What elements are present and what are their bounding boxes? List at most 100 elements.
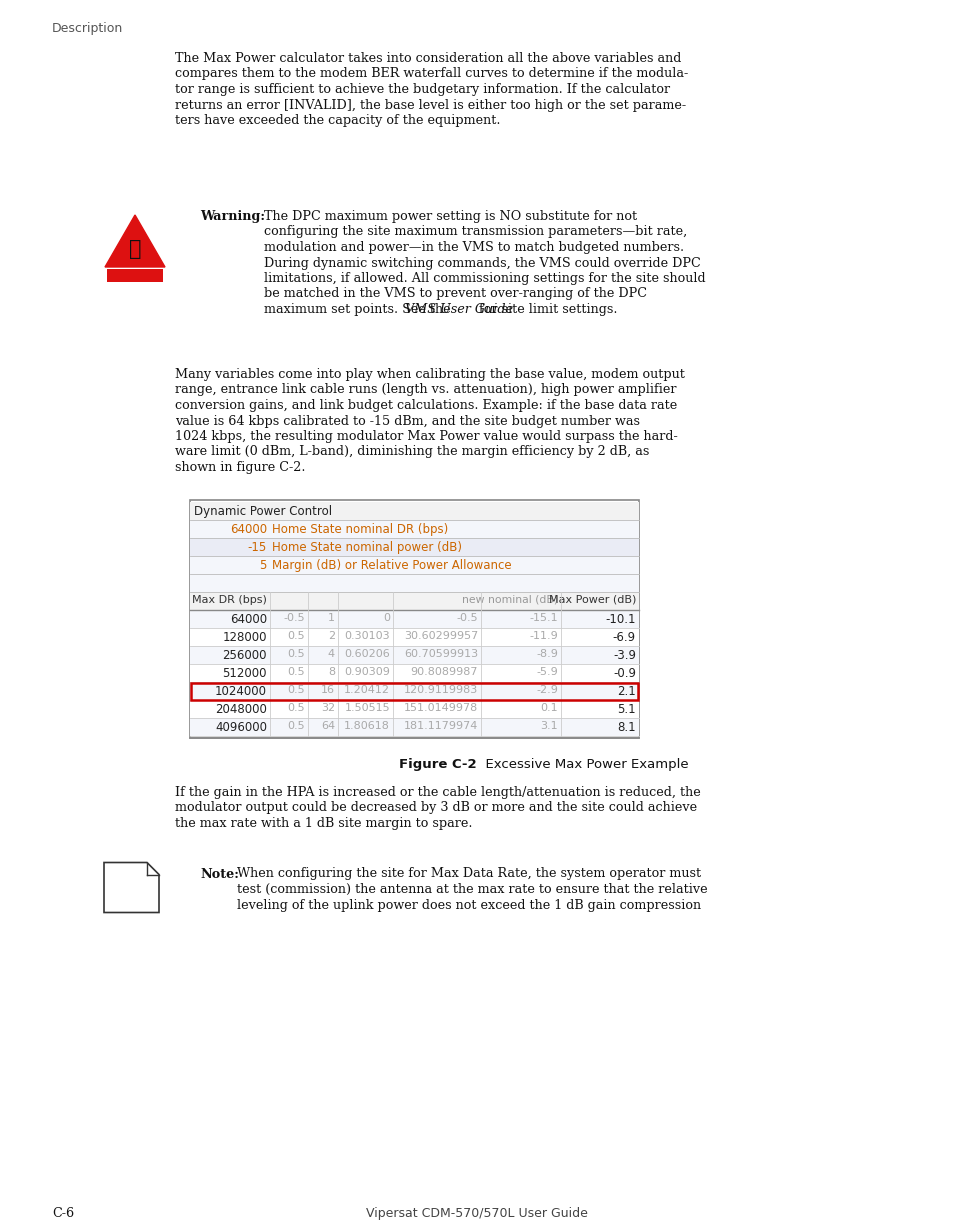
Text: -6.9: -6.9 bbox=[612, 631, 636, 644]
Bar bbox=[190, 537, 639, 556]
Text: 1024 kbps, the resulting modulator Max Power value would surpass the hard-: 1024 kbps, the resulting modulator Max P… bbox=[174, 429, 677, 443]
Text: 0.90309: 0.90309 bbox=[344, 667, 390, 677]
Bar bbox=[107, 269, 163, 282]
Text: -5.9: -5.9 bbox=[536, 667, 558, 677]
Text: 256000: 256000 bbox=[222, 649, 267, 663]
Text: If the gain in the HPA is increased or the cable length/attenuation is reduced, : If the gain in the HPA is increased or t… bbox=[174, 787, 700, 799]
Text: 8: 8 bbox=[328, 667, 335, 677]
Text: WARNING: WARNING bbox=[111, 270, 159, 279]
Text: Max DR (bps): Max DR (bps) bbox=[192, 595, 267, 605]
Text: 0.1: 0.1 bbox=[539, 703, 558, 713]
Text: 1024000: 1024000 bbox=[214, 685, 267, 698]
Text: 4: 4 bbox=[328, 649, 335, 659]
Text: Dynamic Power Control: Dynamic Power Control bbox=[193, 506, 332, 518]
Text: tor range is sufficient to achieve the budgetary information. If the calculator: tor range is sufficient to achieve the b… bbox=[174, 83, 669, 96]
Text: 0: 0 bbox=[382, 614, 390, 623]
Text: maximum set points. See the: maximum set points. See the bbox=[264, 303, 455, 317]
Text: 181.1179974: 181.1179974 bbox=[403, 721, 477, 731]
Text: for site limit settings.: for site limit settings. bbox=[475, 303, 618, 317]
Text: -2.9: -2.9 bbox=[536, 685, 558, 694]
Text: configuring the site maximum transmission parameters—bit rate,: configuring the site maximum transmissio… bbox=[264, 226, 686, 238]
Bar bbox=[190, 718, 639, 736]
Text: 128000: 128000 bbox=[222, 631, 267, 644]
Text: 0.5: 0.5 bbox=[287, 649, 305, 659]
Text: 64: 64 bbox=[320, 721, 335, 731]
Text: 1.50515: 1.50515 bbox=[344, 703, 390, 713]
Text: -11.9: -11.9 bbox=[529, 631, 558, 640]
Text: 5.1: 5.1 bbox=[617, 703, 636, 717]
Text: 120.9119983: 120.9119983 bbox=[403, 685, 477, 694]
Text: 32: 32 bbox=[320, 703, 335, 713]
Text: 0.5: 0.5 bbox=[287, 703, 305, 713]
Text: value is 64 kbps calibrated to -15 dBm, and the site budget number was: value is 64 kbps calibrated to -15 dBm, … bbox=[174, 415, 639, 427]
Text: 16: 16 bbox=[320, 685, 335, 694]
Text: 8.1: 8.1 bbox=[617, 721, 636, 734]
Text: ters have exceeded the capacity of the equipment.: ters have exceeded the capacity of the e… bbox=[174, 114, 500, 128]
Text: When configuring the site for Max Data Rate, the system operator must: When configuring the site for Max Data R… bbox=[236, 867, 700, 881]
Text: -0.9: -0.9 bbox=[613, 667, 636, 680]
Bar bbox=[190, 574, 639, 591]
Text: 30.60299957: 30.60299957 bbox=[403, 631, 477, 640]
Text: 1.20412: 1.20412 bbox=[344, 685, 390, 694]
Text: The DPC maximum power setting is NO substitute for not: The DPC maximum power setting is NO subs… bbox=[264, 210, 637, 223]
Text: 0.5: 0.5 bbox=[287, 631, 305, 640]
Text: shown in figure C-2.: shown in figure C-2. bbox=[174, 461, 305, 474]
Bar bbox=[190, 699, 639, 718]
Text: Margin (dB) or Relative Power Allowance: Margin (dB) or Relative Power Allowance bbox=[272, 560, 511, 572]
Text: 60.70599913: 60.70599913 bbox=[403, 649, 477, 659]
Text: test (commission) the antenna at the max rate to ensure that the relative: test (commission) the antenna at the max… bbox=[236, 883, 707, 896]
Text: NOTE: NOTE bbox=[116, 885, 145, 894]
Polygon shape bbox=[104, 863, 159, 913]
Text: 512000: 512000 bbox=[222, 667, 267, 680]
Text: Warning:: Warning: bbox=[200, 210, 265, 223]
Text: ✋: ✋ bbox=[129, 239, 141, 259]
Text: range, entrance link cable runs (length vs. attenuation), high power amplifier: range, entrance link cable runs (length … bbox=[174, 384, 676, 396]
Text: -3.9: -3.9 bbox=[613, 649, 636, 663]
Text: ware limit (0 dBm, L-band), diminishing the margin efficiency by 2 dB, as: ware limit (0 dBm, L-band), diminishing … bbox=[174, 445, 649, 459]
Bar bbox=[190, 682, 639, 699]
Text: returns an error [INVALID], the base level is either too high or the set parame-: returns an error [INVALID], the base lev… bbox=[174, 98, 685, 112]
Text: compares them to the modem BER waterfall curves to determine if the modula-: compares them to the modem BER waterfall… bbox=[174, 67, 687, 81]
Text: conversion gains, and link budget calculations. Example: if the base data rate: conversion gains, and link budget calcul… bbox=[174, 399, 677, 412]
Text: 0.5: 0.5 bbox=[287, 667, 305, 677]
Text: Home State nominal DR (bps): Home State nominal DR (bps) bbox=[272, 523, 448, 536]
Bar bbox=[190, 556, 639, 574]
Bar bbox=[190, 499, 639, 737]
Text: -0.5: -0.5 bbox=[456, 614, 477, 623]
Polygon shape bbox=[105, 215, 165, 267]
Text: Figure C-2: Figure C-2 bbox=[399, 758, 476, 771]
Text: 4096000: 4096000 bbox=[214, 721, 267, 734]
Text: be matched in the VMS to prevent over-ranging of the DPC: be matched in the VMS to prevent over-ra… bbox=[264, 287, 646, 301]
Text: new nominal (dB): new nominal (dB) bbox=[461, 595, 558, 605]
Text: VMS User Guide: VMS User Guide bbox=[405, 303, 513, 317]
Bar bbox=[190, 664, 639, 682]
Text: During dynamic switching commands, the VMS could override DPC: During dynamic switching commands, the V… bbox=[264, 256, 700, 270]
Text: The Max Power calculator takes into consideration all the above variables and: The Max Power calculator takes into cons… bbox=[174, 52, 680, 65]
Text: 2: 2 bbox=[328, 631, 335, 640]
Text: 64000: 64000 bbox=[230, 614, 267, 626]
Text: the max rate with a 1 dB site margin to spare.: the max rate with a 1 dB site margin to … bbox=[174, 817, 472, 829]
Text: 2048000: 2048000 bbox=[214, 703, 267, 717]
Bar bbox=[190, 628, 639, 645]
Text: 0.5: 0.5 bbox=[287, 685, 305, 694]
Text: 0.5: 0.5 bbox=[287, 721, 305, 731]
Text: Many variables come into play when calibrating the base value, modem output: Many variables come into play when calib… bbox=[174, 368, 684, 382]
Text: 90.8089987: 90.8089987 bbox=[410, 667, 477, 677]
Bar bbox=[190, 520, 639, 537]
Text: Vipersat CDM-570/570L User Guide: Vipersat CDM-570/570L User Guide bbox=[366, 1207, 587, 1220]
Text: modulation and power—in the VMS to match budgeted numbers.: modulation and power—in the VMS to match… bbox=[264, 240, 683, 254]
Text: 5: 5 bbox=[259, 560, 267, 572]
Bar bbox=[190, 610, 639, 628]
Text: Description: Description bbox=[52, 22, 123, 36]
Text: leveling of the uplink power does not exceed the 1 dB gain compression: leveling of the uplink power does not ex… bbox=[236, 898, 700, 912]
Text: 3.1: 3.1 bbox=[539, 721, 558, 731]
Text: Max Power (dB): Max Power (dB) bbox=[548, 595, 636, 605]
Bar bbox=[191, 682, 638, 699]
Text: Note:: Note: bbox=[200, 867, 238, 881]
Bar bbox=[190, 502, 639, 520]
Text: 0.60206: 0.60206 bbox=[344, 649, 390, 659]
Text: -0.5: -0.5 bbox=[283, 614, 305, 623]
Text: 2.1: 2.1 bbox=[617, 685, 636, 698]
Text: 64000: 64000 bbox=[230, 523, 267, 536]
Text: 1: 1 bbox=[328, 614, 335, 623]
